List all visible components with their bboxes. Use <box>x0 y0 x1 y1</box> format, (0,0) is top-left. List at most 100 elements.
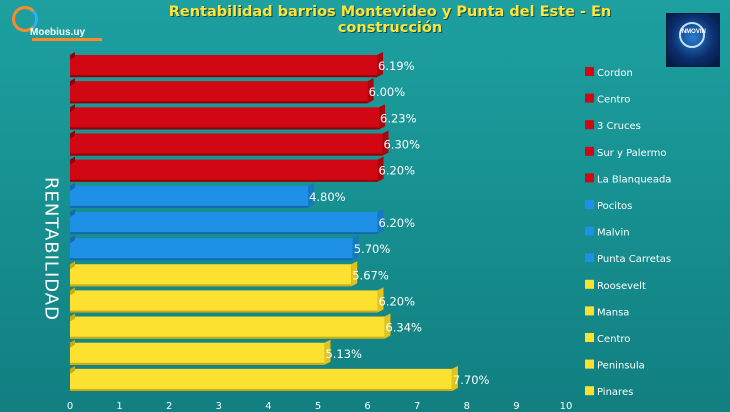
legend-swatch <box>585 93 594 103</box>
legend-swatch <box>585 253 594 263</box>
bar-notch-7 <box>70 208 75 217</box>
inmovin-badge: INMOVIN <box>666 13 720 67</box>
x-tick-label: 6 <box>364 401 370 412</box>
bar-side-3 <box>379 104 386 130</box>
bar-7 <box>70 211 378 235</box>
legend-entry: Pinares <box>597 387 633 398</box>
bar-2 <box>70 81 368 104</box>
bar-value-label: 6.20% <box>379 294 416 308</box>
legend-swatch <box>585 173 594 183</box>
bar-4 <box>70 133 383 156</box>
bar-side-1 <box>377 52 384 78</box>
legend-entry: Centro <box>597 95 630 106</box>
bar-labels-layer: 6.19% 6.00% 6.23% 6.30% 6.20% 4.80% 6.20% 5.70%… <box>309 59 489 387</box>
legend-entry: Sur y Palermo <box>597 148 667 159</box>
bar-11 <box>70 316 385 339</box>
bar-value-label: 6.23% <box>380 111 417 125</box>
bar-value-label: 6.00% <box>369 85 406 99</box>
bar-side-9 <box>351 261 358 287</box>
bar-side-10 <box>377 287 384 313</box>
bar-side-13 <box>451 365 458 391</box>
bar-edge-7 <box>70 232 378 235</box>
bar-1 <box>70 55 378 78</box>
bar-notch-4 <box>70 130 75 139</box>
legend-swatch <box>585 67 594 76</box>
bar-edge-13 <box>70 389 452 391</box>
x-tick-label: 2 <box>166 401 172 412</box>
bar-edge-6 <box>70 205 309 208</box>
bar-side-4 <box>382 130 389 156</box>
moebius-mark-icon <box>12 6 38 32</box>
bar-side-7 <box>377 208 384 235</box>
bar-notch-13 <box>70 365 75 374</box>
bar-side-11 <box>384 313 391 339</box>
bar-notch-12 <box>70 339 75 348</box>
legend-swatch <box>585 306 594 316</box>
legend-swatch <box>585 333 594 342</box>
legend-entry: Mansa <box>597 307 629 318</box>
bar-value-label: 6.30% <box>383 138 420 152</box>
bar-5 <box>70 159 378 182</box>
bar-edge-10 <box>70 310 378 313</box>
bar-side-8 <box>352 235 359 261</box>
moebius-logo: Moebius.uy <box>8 6 118 42</box>
bar-12 <box>70 342 325 365</box>
legend-swatch <box>585 146 594 156</box>
bar-edge-4 <box>70 153 383 156</box>
bar-notch-3 <box>70 104 75 113</box>
bar-value-label: 6.20% <box>379 216 416 230</box>
badge-text: INMOVIN <box>680 29 706 35</box>
legend-swatch <box>585 279 594 289</box>
bar-9 <box>70 264 352 287</box>
bar-value-label: 6.20% <box>379 164 416 178</box>
bar-value-label: 4.80% <box>309 190 346 204</box>
bar-edge-9 <box>70 284 352 287</box>
legend-swatch <box>585 120 594 130</box>
bar-notch-10 <box>70 287 75 296</box>
bars-layer <box>70 52 458 391</box>
x-tick-label: 1 <box>116 401 122 412</box>
x-tick-label: 0 <box>67 401 73 412</box>
legend-entry: La Blanqueada <box>597 174 671 185</box>
legend-entry: Peninsula <box>597 361 645 372</box>
x-ticks-layer: 0 1 2 3 4 5 6 7 8 9 10 <box>67 401 573 412</box>
bar-10 <box>70 290 378 313</box>
bar-edge-12 <box>70 362 325 365</box>
legend-entry: Cordon <box>597 68 633 79</box>
x-tick-label: 10 <box>560 401 573 412</box>
legend-entry: Centro <box>597 334 630 345</box>
legend-entry: Roosevelt <box>597 281 646 292</box>
bar-side-6 <box>308 182 315 208</box>
x-tick-label: 9 <box>513 401 519 412</box>
moebius-logo-text: Moebius.uy <box>30 27 86 38</box>
x-tick-label: 8 <box>464 401 470 412</box>
legend-swatch <box>585 226 594 236</box>
bar-side-2 <box>367 78 374 104</box>
legend-entry: Punta Carretas <box>597 254 671 265</box>
bar-edge-11 <box>70 336 385 339</box>
legend-entry: Pocitos <box>597 201 632 212</box>
badge-ring-icon <box>679 22 705 48</box>
bar-edge-1 <box>70 75 378 78</box>
bar-6 <box>70 185 309 208</box>
bar-edge-3 <box>70 127 380 130</box>
legend-swatch <box>585 386 594 396</box>
bar-side-5 <box>377 156 384 182</box>
bar-3 <box>70 107 380 130</box>
bar-edge-5 <box>70 179 378 182</box>
x-tick-label: 3 <box>216 401 222 412</box>
bar-side-12 <box>324 339 331 365</box>
legend-entry: Malvin <box>597 228 630 239</box>
bar-notch-6 <box>70 182 75 191</box>
bar-value-label: 6.34% <box>385 321 422 335</box>
bar-notch-1 <box>70 52 75 60</box>
bar-notch-9 <box>70 261 75 270</box>
bar-8 <box>70 238 353 261</box>
bar-notch-2 <box>70 78 75 87</box>
moebius-logo-underline <box>32 38 102 41</box>
legend: Cordon Centro 3 Cruces Sur y Palermo La Blan… <box>585 67 671 398</box>
bar-notch-8 <box>70 235 75 244</box>
x-tick-label: 7 <box>414 401 420 412</box>
x-tick-label: 4 <box>265 401 271 412</box>
